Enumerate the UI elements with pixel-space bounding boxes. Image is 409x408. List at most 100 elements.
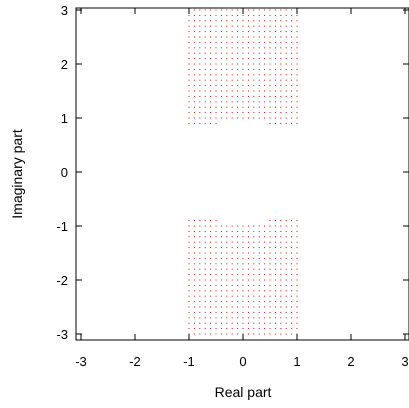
data-point <box>285 311 287 313</box>
data-point <box>285 14 287 16</box>
data-point <box>280 225 282 227</box>
data-point <box>210 295 212 297</box>
data-point <box>237 306 239 308</box>
data-point <box>242 85 244 87</box>
data-point <box>258 106 260 108</box>
data-point <box>204 112 206 114</box>
data-point <box>269 79 271 81</box>
data-point <box>269 220 271 222</box>
data-point <box>220 52 222 54</box>
data-point <box>269 31 271 33</box>
data-point <box>193 230 195 232</box>
data-point <box>296 257 298 259</box>
data-point <box>215 290 217 292</box>
data-point <box>285 317 287 319</box>
data-point <box>253 241 255 243</box>
data-point <box>220 58 222 60</box>
data-point <box>264 36 266 38</box>
data-point <box>247 9 249 11</box>
data-point <box>188 268 190 270</box>
data-point <box>220 263 222 265</box>
data-point <box>253 106 255 108</box>
data-point <box>258 333 260 335</box>
data-point <box>269 68 271 70</box>
data-point <box>188 306 190 308</box>
data-point <box>220 268 222 270</box>
data-point <box>291 247 293 249</box>
data-point <box>280 47 282 49</box>
data-point <box>231 14 233 16</box>
data-point <box>226 257 228 259</box>
data-point <box>258 225 260 227</box>
data-point <box>188 47 190 49</box>
data-point <box>220 247 222 249</box>
data-point <box>220 68 222 70</box>
data-point <box>215 317 217 319</box>
data-point <box>193 311 195 313</box>
data-point <box>210 122 212 124</box>
data-point <box>215 101 217 103</box>
data-point <box>258 247 260 249</box>
data-point <box>247 290 249 292</box>
data-point <box>210 230 212 232</box>
data-point <box>280 101 282 103</box>
data-point <box>296 225 298 227</box>
data-point <box>237 101 239 103</box>
data-point <box>188 31 190 33</box>
data-point <box>231 328 233 330</box>
data-point <box>204 85 206 87</box>
y-axis-label: Imaginary part <box>9 129 25 219</box>
data-point <box>204 95 206 97</box>
data-point <box>210 20 212 22</box>
data-point <box>280 68 282 70</box>
data-point <box>220 79 222 81</box>
data-point <box>210 317 212 319</box>
data-point <box>274 257 276 259</box>
data-point <box>188 284 190 286</box>
data-point <box>237 90 239 92</box>
data-point <box>269 90 271 92</box>
data-point <box>264 85 266 87</box>
data-point <box>220 90 222 92</box>
data-point <box>280 106 282 108</box>
data-point <box>237 36 239 38</box>
data-point <box>237 295 239 297</box>
data-point <box>291 106 293 108</box>
data-point <box>285 68 287 70</box>
data-point <box>264 20 266 22</box>
data-point <box>285 279 287 281</box>
data-point <box>296 36 298 38</box>
data-point <box>231 68 233 70</box>
data-point <box>285 101 287 103</box>
data-point <box>237 85 239 87</box>
data-point <box>274 279 276 281</box>
data-point <box>220 9 222 11</box>
data-point <box>269 9 271 11</box>
data-point <box>253 58 255 60</box>
data-point <box>247 306 249 308</box>
data-point <box>237 230 239 232</box>
data-point <box>274 268 276 270</box>
data-point <box>258 263 260 265</box>
data-point <box>280 333 282 335</box>
data-point <box>264 79 266 81</box>
data-point <box>193 295 195 297</box>
data-point <box>215 31 217 33</box>
data-point <box>264 112 266 114</box>
data-point <box>204 247 206 249</box>
data-point <box>253 284 255 286</box>
data-point <box>258 25 260 27</box>
data-point <box>274 101 276 103</box>
data-point <box>193 106 195 108</box>
data-point <box>226 236 228 238</box>
data-point <box>215 252 217 254</box>
data-point <box>274 47 276 49</box>
data-point <box>242 79 244 81</box>
data-point <box>210 247 212 249</box>
data-point <box>274 247 276 249</box>
data-point <box>188 257 190 259</box>
data-point <box>220 295 222 297</box>
data-point <box>242 241 244 243</box>
data-point <box>188 274 190 276</box>
